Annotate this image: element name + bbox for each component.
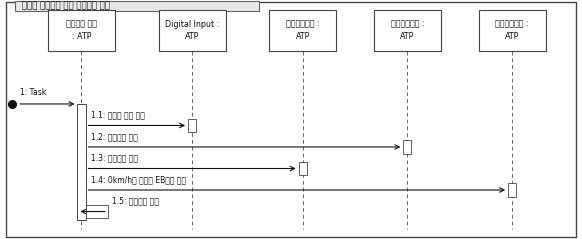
Bar <box>508 184 516 196</box>
Text: 1.4: 0km/h가 아니면 EB체결 요구: 1.4: 0km/h가 아니면 EB체결 요구 <box>91 175 186 184</box>
Text: 1: Task: 1: Task <box>20 88 47 97</box>
Bar <box>188 119 196 132</box>
Bar <box>86 205 108 218</box>
Bar <box>48 10 115 51</box>
Text: 1.2: 운전모드 확인: 1.2: 운전모드 확인 <box>91 132 139 141</box>
Text: 운전모드관리 :
ATP: 운전모드관리 : ATP <box>391 20 424 41</box>
Bar <box>374 10 441 51</box>
Bar <box>15 1 259 11</box>
Text: 1.5: 이동방향 결정: 1.5: 이동방향 결정 <box>112 196 159 206</box>
Bar <box>158 10 225 51</box>
Bar <box>299 162 307 175</box>
Text: 제동제어관리 :
ATP: 제동제어관리 : ATP <box>495 20 529 41</box>
Bar <box>403 141 411 154</box>
Bar <box>269 10 336 51</box>
Text: Digital Input :
ATP: Digital Input : ATP <box>165 20 219 41</box>
Text: 열차속도관리 :
ATP: 열차속도관리 : ATP <box>286 20 320 41</box>
Bar <box>77 104 86 220</box>
Text: 열차위치 관리
: ATP: 열차위치 관리 : ATP <box>66 20 97 41</box>
Text: 1.3: 열차속도 확인: 1.3: 열차속도 확인 <box>91 153 139 163</box>
Bar <box>478 10 546 51</box>
Text: 1.1: 운전대 정보 확인: 1.1: 운전대 정보 확인 <box>91 110 146 120</box>
Text: 운전대 운영자에 의한 이동방향 전환: 운전대 운영자에 의한 이동방향 전환 <box>22 1 109 11</box>
